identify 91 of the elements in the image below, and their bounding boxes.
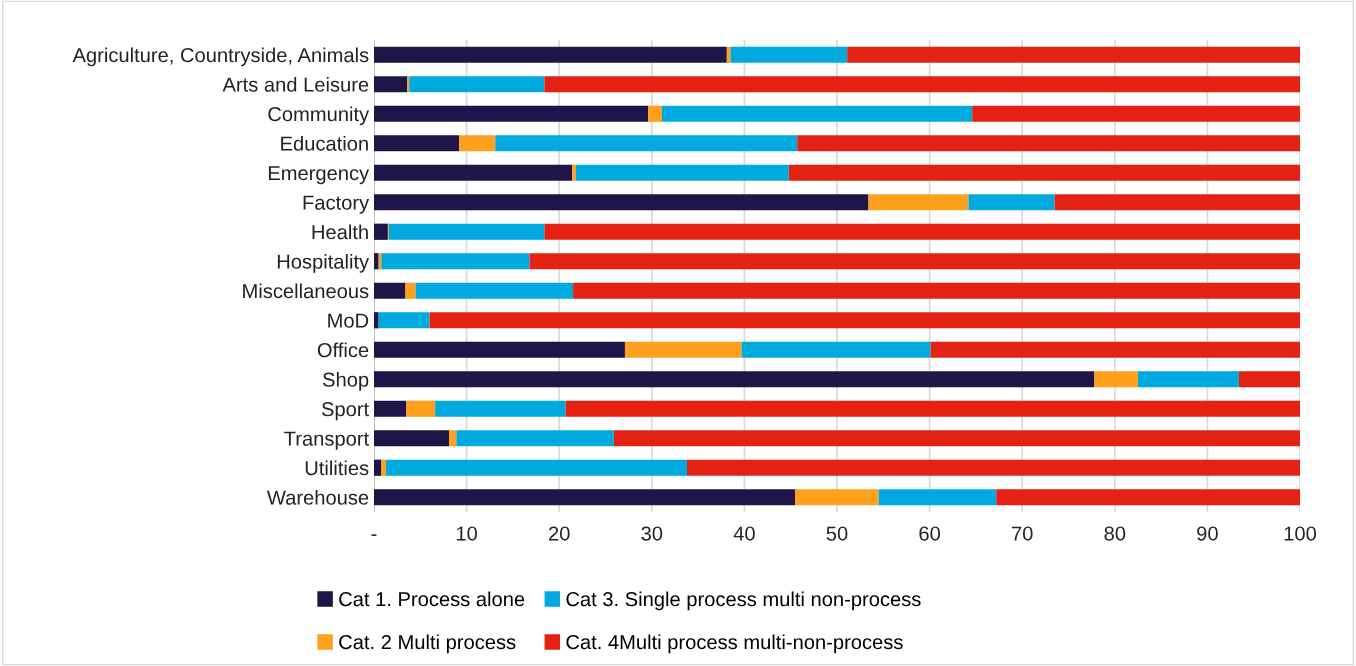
y-tick-label: Sport [321, 401, 369, 421]
bar [726, 46, 731, 63]
bar [795, 489, 879, 506]
x-tick-label: 60 [919, 526, 941, 541]
bar [573, 282, 1300, 299]
bar [374, 282, 406, 299]
bar [374, 430, 450, 447]
x-tick-label: 20 [549, 526, 570, 541]
bar [788, 164, 1300, 181]
bar [459, 135, 496, 152]
bar [374, 371, 1095, 388]
bar [878, 489, 997, 506]
bar [613, 430, 1300, 447]
bar [1054, 194, 1300, 211]
bar [381, 459, 387, 476]
x-tick-label: 40 [733, 526, 755, 541]
bar [847, 46, 1300, 63]
bar [409, 76, 545, 93]
bar [686, 459, 1300, 476]
bar [374, 46, 727, 63]
bar [544, 223, 1300, 240]
y-tick-label: Transport [284, 431, 369, 450]
bar [374, 400, 407, 417]
bar [495, 135, 798, 152]
bar [386, 459, 687, 476]
bar [374, 312, 379, 329]
bar [374, 194, 869, 211]
y-tick-label: Community [268, 106, 370, 126]
bar [374, 105, 649, 122]
bar [648, 105, 662, 122]
x-tick-label: 80 [1104, 526, 1126, 541]
bar [374, 164, 573, 181]
x-tick-label: 10 [456, 526, 478, 541]
y-tick-label: MoD [328, 313, 369, 328]
bar [378, 312, 430, 329]
x-tick-label: 100 [1284, 526, 1317, 541]
bar [575, 164, 789, 181]
bar [730, 46, 848, 63]
bar [529, 253, 1300, 270]
legend-label: Cat. 2 Multi process [339, 634, 516, 654]
bar [374, 341, 625, 358]
bar [415, 282, 574, 299]
bar [405, 282, 416, 299]
x-tick-label: 90 [1197, 526, 1218, 541]
bar [374, 253, 379, 270]
bar [544, 76, 1300, 93]
bar [572, 164, 576, 181]
bar [661, 105, 973, 122]
x-tick-label: - [371, 534, 377, 536]
legend-label: Cat 3. Single process multi non-process [566, 591, 921, 611]
y-tick-label: Arts and Leisure [222, 76, 369, 92]
bar [429, 312, 1300, 329]
bar [930, 341, 1300, 358]
y-tick-label: Education [281, 135, 368, 151]
x-tick-label: 70 [1012, 526, 1033, 541]
bar [1137, 371, 1239, 388]
bar [741, 341, 931, 358]
y-tick-label: Shop [323, 371, 369, 391]
bar [374, 76, 408, 93]
y-tick-label: Emergency [268, 166, 370, 185]
y-tick-label: Office [317, 342, 369, 358]
bar [1094, 371, 1138, 388]
bar [374, 459, 382, 476]
x-tick-label: 30 [641, 526, 663, 541]
y-tick-label: Agriculture, Countryside, Animals [72, 47, 369, 67]
bar [968, 194, 1055, 211]
x-tick-label: 50 [826, 526, 848, 541]
bar [388, 223, 545, 240]
bar [374, 135, 460, 152]
bar [456, 430, 614, 447]
y-tick-label: Health [312, 224, 368, 240]
y-tick-label: Factory [303, 195, 370, 214]
bar [972, 105, 1300, 122]
bar [565, 400, 1300, 417]
bar [996, 489, 1300, 506]
bar [381, 253, 530, 270]
bar [449, 430, 457, 447]
legend-label: Cat. 4Multi process multi-non-process [566, 634, 903, 654]
y-tick-label: Miscellaneous [243, 283, 369, 299]
bar [374, 223, 388, 240]
y-tick-label: Utilities [305, 460, 369, 476]
bar [1238, 371, 1300, 388]
bar [374, 489, 796, 506]
bar [868, 194, 969, 211]
bar [435, 400, 566, 417]
y-tick-label: Hospitality [277, 253, 370, 273]
y-tick-label: Warehouse [267, 489, 369, 505]
bar [797, 135, 1300, 152]
bar [406, 400, 436, 417]
bar [624, 341, 742, 358]
legend-label: Cat 1. Process alone [339, 591, 525, 607]
